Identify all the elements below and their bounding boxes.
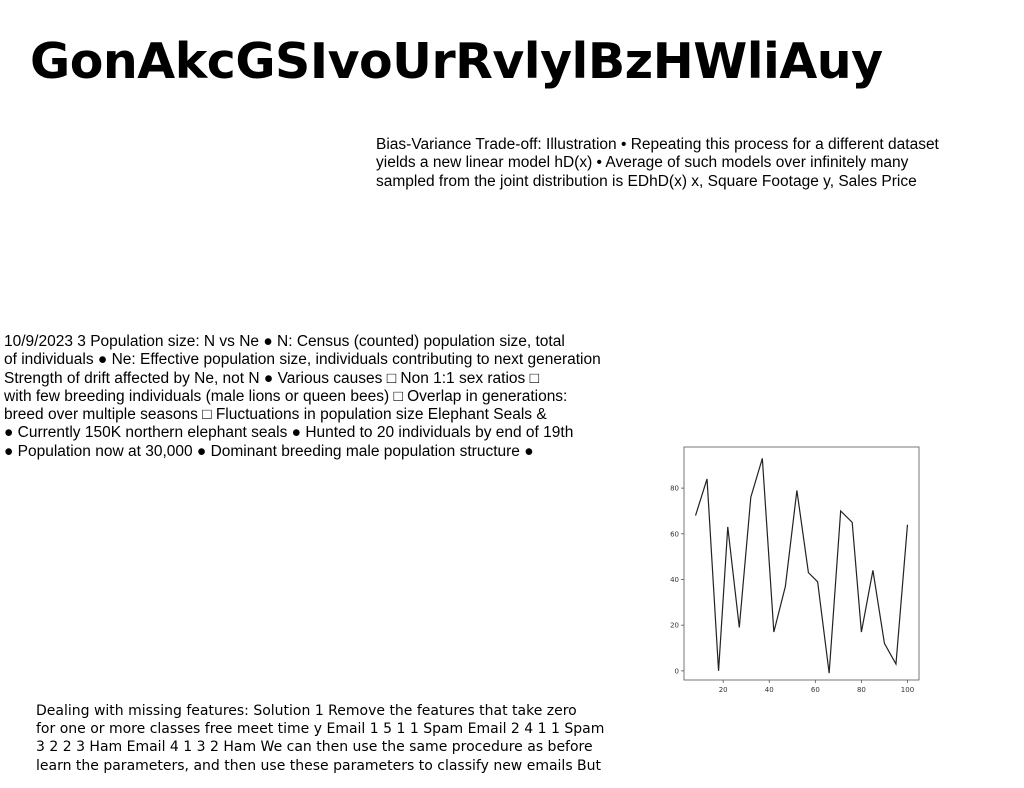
line-chart: 20 40 60 80 100 0 20 40 60 80	[670, 446, 920, 694]
text-line: breed over multiple seasons □ Fluctuatio…	[4, 406, 547, 424]
population-size-text: 10/9/2023 3 Population size: N vs Ne ● N…	[4, 333, 601, 461]
text-line: Strength of drift affected by Ne, not N …	[4, 369, 539, 387]
text-line: ● Currently 150K northern elephant seals…	[4, 424, 574, 442]
x-tick-label: 80	[857, 686, 866, 694]
text-line: 3 2 2 3 Ham Email 4 1 3 2 Ham We can the…	[36, 739, 593, 756]
y-tick-label: 40	[670, 576, 679, 584]
missing-features-text: Dealing with missing features: Solution …	[36, 702, 604, 775]
y-tick-label: 60	[670, 530, 679, 538]
text-line: Bias-Variance Trade-off: Illustration • …	[376, 136, 939, 153]
text-line: Dealing with missing features: Solution …	[36, 703, 577, 719]
text-line: of individuals ● Ne: Effective populatio…	[4, 351, 601, 369]
bias-variance-text: Bias-Variance Trade-off: Illustration • …	[376, 136, 939, 191]
text-line: learn the parameters, and then use these…	[36, 757, 602, 774]
y-tick-label: 80	[670, 485, 679, 493]
x-tick-label: 100	[901, 686, 914, 694]
text-line: sampled from the joint distribution is E…	[376, 172, 917, 190]
y-tick-label: 0	[675, 667, 679, 675]
text-line: yields a new linear model hD(x) • Averag…	[376, 154, 909, 172]
text-line: ● Population now at 30,000 ● Dominant br…	[4, 442, 534, 460]
x-tick-label: 60	[811, 686, 820, 694]
axis-ticks: 20 40 60 80 100 0 20 40 60 80	[670, 485, 914, 694]
text-line: with few breeding individuals (male lion…	[4, 387, 568, 405]
y-tick-label: 20	[670, 622, 679, 630]
plot-frame	[683, 446, 920, 681]
series-line	[694, 458, 909, 674]
text-line: 10/9/2023 3 Population size: N vs Ne ● N…	[4, 333, 565, 350]
x-tick-label: 20	[719, 686, 728, 694]
x-tick-label: 40	[765, 686, 774, 694]
page-title: GonAkcGSIvoUrRvlylBzHWliAuy	[30, 33, 883, 90]
text-line: for one or more classes free meet time y…	[36, 721, 605, 738]
